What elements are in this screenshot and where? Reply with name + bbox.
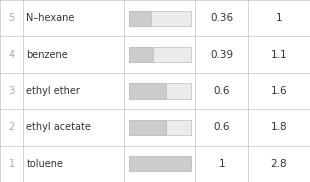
Bar (129, 11, 191, 26)
Text: 2: 2 (8, 122, 15, 132)
Bar (129, 83, 166, 99)
Bar (129, 156, 191, 171)
Text: 5: 5 (8, 13, 15, 23)
Text: toluene: toluene (26, 159, 63, 169)
Bar (129, 120, 166, 135)
Text: 1: 1 (9, 159, 15, 169)
Text: 0.6: 0.6 (213, 86, 230, 96)
Text: 1.6: 1.6 (271, 86, 287, 96)
Bar (129, 83, 191, 99)
Text: N–hexane: N–hexane (26, 13, 75, 23)
Bar (0, 73, 310, 109)
Text: 3: 3 (9, 86, 15, 96)
Bar (0, 36, 310, 73)
Text: 0.6: 0.6 (213, 122, 230, 132)
Bar (129, 156, 191, 171)
Text: 4: 4 (9, 50, 15, 60)
Bar (129, 47, 153, 62)
Text: 1: 1 (276, 13, 282, 23)
Bar (129, 120, 191, 135)
Text: 1.1: 1.1 (271, 50, 287, 60)
Text: 1.8: 1.8 (271, 122, 287, 132)
Text: ethyl acetate: ethyl acetate (26, 122, 91, 132)
Bar (0, 146, 310, 182)
Text: 0.36: 0.36 (210, 13, 233, 23)
Text: ethyl ether: ethyl ether (26, 86, 80, 96)
Text: 1: 1 (218, 159, 225, 169)
Text: 0.39: 0.39 (210, 50, 233, 60)
Text: 2.8: 2.8 (271, 159, 287, 169)
Bar (129, 11, 151, 26)
Bar (0, 109, 310, 146)
Bar (0, 0, 310, 36)
Bar (129, 47, 191, 62)
Text: benzene: benzene (26, 50, 68, 60)
